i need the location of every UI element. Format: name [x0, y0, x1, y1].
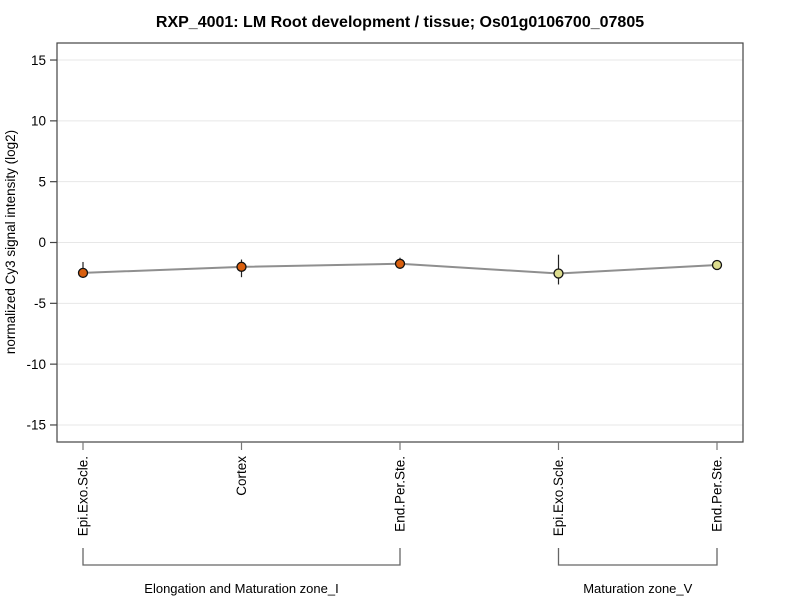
data-point	[236, 261, 247, 272]
plot-area: 15 10 5 0 -5 -10 -15 Epi.Exo.Scle. Cortex End.Per…	[26, 42, 744, 596]
group-label: Elongation and Maturation zone_I	[144, 581, 338, 596]
group-bracket	[557, 548, 718, 566]
x-tick-label: Epi.Exo.Scle.	[551, 456, 566, 536]
y-tick-label: 0	[38, 235, 46, 250]
group-bracket	[82, 548, 401, 566]
y-tick-label: -5	[34, 296, 46, 311]
y-tick-label: -15	[26, 418, 46, 433]
x-tick-label: End.Per.Ste.	[393, 456, 408, 532]
x-tick-label: Cortex	[234, 456, 249, 496]
data-point	[711, 259, 723, 271]
y-tick-label: 15	[31, 53, 46, 68]
y-axis-title: normalized Cy3 signal intensity (log2)	[3, 130, 18, 354]
x-tick-label: End.Per.Ste.	[710, 456, 725, 532]
x-tick-label: Epi.Exo.Scle.	[76, 456, 91, 536]
data-point	[553, 268, 564, 279]
group-label: Maturation zone_V	[583, 581, 692, 596]
data-point	[77, 267, 89, 279]
y-tick-label: 10	[31, 114, 46, 129]
chart-title: RXP_4001: LM Root development / tissue; …	[156, 14, 644, 31]
y-tick-label: 5	[38, 174, 46, 189]
y-tick-label: -10	[26, 357, 46, 372]
data-point	[394, 258, 406, 269]
